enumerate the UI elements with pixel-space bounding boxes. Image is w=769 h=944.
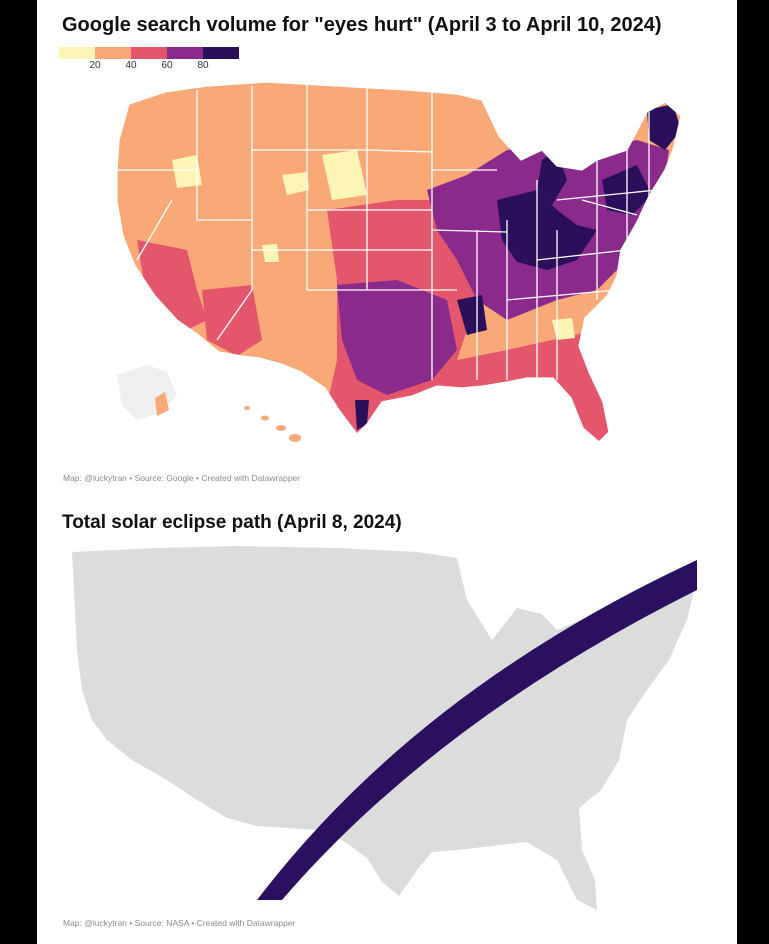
search-map-credit: Map: @luckytran • Source: Google • Creat… <box>63 473 301 483</box>
eclipse-path-map <box>72 546 697 910</box>
legend-tick-80: 80 <box>197 60 209 71</box>
legend-tick-60: 60 <box>161 60 173 71</box>
legend-ticks: 20 40 60 80 <box>59 59 239 73</box>
figure-panel: Google search volume for "eyes hurt" (Ap… <box>37 0 737 944</box>
legend-tick-40: 40 <box>125 60 137 71</box>
color-legend: 20 40 60 80 <box>59 47 239 77</box>
us-landmass <box>72 546 697 910</box>
search-map-title: Google search volume for "eyes hurt" (Ap… <box>62 14 662 36</box>
legend-swatch-1 <box>59 47 95 59</box>
legend-swatch-2 <box>95 47 131 59</box>
alaska-hawaii-insets <box>117 365 301 442</box>
legend-color-bar <box>59 47 239 59</box>
eclipse-map-title: Total solar eclipse path (April 8, 2024) <box>62 512 402 533</box>
search-volume-choropleth <box>116 81 682 443</box>
legend-swatch-5 <box>203 47 239 59</box>
legend-swatch-3 <box>131 47 167 59</box>
state-borders <box>116 81 682 443</box>
eclipse-map-credit: Map: @luckytran • Source: NASA • Created… <box>63 918 296 928</box>
legend-tick-20: 20 <box>89 60 101 71</box>
legend-swatch-4 <box>167 47 203 59</box>
eclipse-path-band <box>257 560 697 900</box>
